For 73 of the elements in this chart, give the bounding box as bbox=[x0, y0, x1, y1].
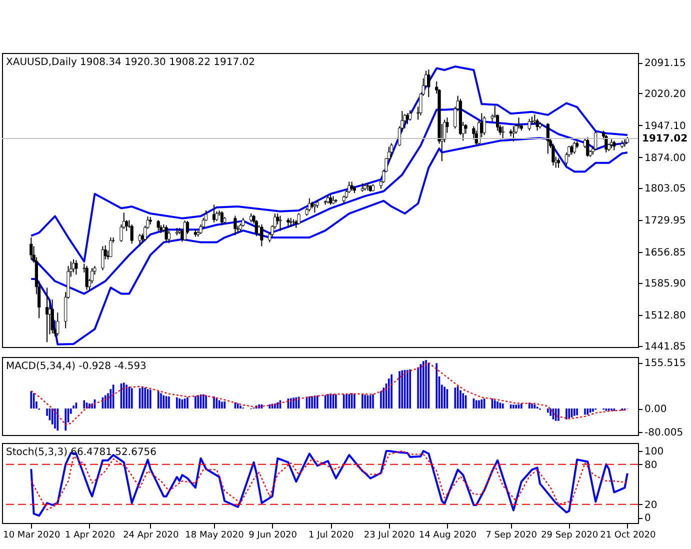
candlestick bbox=[278, 215, 282, 232]
y-tick-label: 2091.15 bbox=[644, 58, 686, 70]
candlestick bbox=[85, 265, 88, 290]
x-tick-label: 23 Jul 2020 bbox=[364, 530, 416, 540]
candlestick bbox=[56, 312, 60, 336]
chart-title: MACD(5,34,4) -0.928 -4.593 bbox=[6, 361, 146, 372]
y-tick-label: 100 bbox=[644, 446, 664, 458]
y-tick-label: 1729.95 bbox=[644, 216, 686, 227]
candlestick bbox=[546, 122, 550, 154]
y-tick-label: 0.00 bbox=[644, 404, 667, 416]
candlestick bbox=[183, 220, 186, 242]
x-tick-label: 10 Mar 2020 bbox=[3, 530, 60, 540]
candlestick bbox=[556, 158, 560, 168]
candlestick bbox=[552, 143, 555, 166]
candlestick bbox=[138, 234, 142, 247]
candlestick bbox=[501, 126, 504, 139]
candlestick bbox=[101, 246, 104, 271]
candlestick bbox=[30, 237, 33, 260]
candlestick bbox=[464, 124, 468, 134]
candlestick bbox=[390, 142, 394, 158]
candlestick bbox=[260, 224, 264, 247]
y-tick-label: 1947.10 bbox=[644, 120, 686, 132]
candlestick bbox=[536, 118, 539, 132]
candlestick bbox=[572, 141, 576, 154]
y-tick-label: 80 bbox=[644, 460, 658, 471]
y-tick-label: 20 bbox=[644, 500, 658, 511]
candlestick bbox=[130, 224, 134, 244]
candlestick bbox=[350, 181, 354, 192]
y-tick-label: 1441.85 bbox=[644, 341, 686, 352]
candlestick bbox=[109, 237, 112, 258]
x-tick-label: 21 Oct 2020 bbox=[600, 530, 656, 540]
candlestick bbox=[156, 220, 160, 232]
chart-title: XAUUSD,Daily 1908.34 1920.30 1908.22 1917.02 bbox=[6, 57, 255, 68]
y-tick-label: 1656.85 bbox=[644, 247, 686, 258]
y-tick-label: 1585.90 bbox=[644, 278, 686, 290]
candlestick bbox=[220, 210, 224, 226]
y-tick-label: -80.005 bbox=[644, 428, 684, 439]
y-tick-label: 1874.00 bbox=[644, 152, 686, 164]
x-tick-label: 1 Apr 2020 bbox=[64, 530, 116, 540]
candlestick bbox=[308, 198, 311, 212]
candlestick bbox=[604, 134, 608, 153]
y-tick-label: 155.515 bbox=[644, 358, 686, 370]
x-tick-label: 24 Apr 2020 bbox=[123, 530, 179, 540]
candlestick bbox=[234, 215, 237, 236]
x-tick-label: 7 Sep 2020 bbox=[486, 530, 538, 540]
y-tick-label: 2020.20 bbox=[644, 88, 686, 100]
candlestick bbox=[528, 118, 531, 132]
x-tick-label: 18 May 2020 bbox=[185, 530, 244, 540]
ref-line-label: 1917.02 bbox=[642, 133, 688, 144]
candlestick bbox=[586, 136, 590, 158]
line-series bbox=[30, 66, 628, 263]
candlestick bbox=[594, 131, 598, 151]
candlestick bbox=[408, 110, 412, 122]
candlestick bbox=[74, 260, 78, 276]
candlestick bbox=[403, 114, 406, 129]
candlestick bbox=[570, 144, 574, 156]
chart-title: Stoch(5,3,3) 66.4781 52.6756 bbox=[6, 447, 157, 458]
x-tick-label: 1 Jul 2020 bbox=[308, 530, 354, 540]
candlestick bbox=[286, 217, 290, 228]
x-tick-label: 14 Aug 2020 bbox=[418, 530, 477, 540]
y-tick-label: 0 bbox=[644, 513, 651, 524]
candlestick bbox=[329, 194, 332, 206]
candlestick bbox=[164, 224, 168, 242]
y-tick-label: 1803.05 bbox=[644, 184, 686, 195]
candlestick bbox=[482, 116, 486, 136]
candlestick bbox=[612, 140, 616, 151]
x-tick-label: 9 Jun 2020 bbox=[248, 530, 298, 540]
y-tick-label: 1512.80 bbox=[644, 310, 686, 322]
x-tick-label: 29 Sep 2020 bbox=[541, 530, 598, 540]
candlestick bbox=[297, 212, 300, 225]
candlestick bbox=[50, 298, 54, 334]
candlestick bbox=[512, 126, 515, 142]
candlestick bbox=[427, 69, 430, 98]
